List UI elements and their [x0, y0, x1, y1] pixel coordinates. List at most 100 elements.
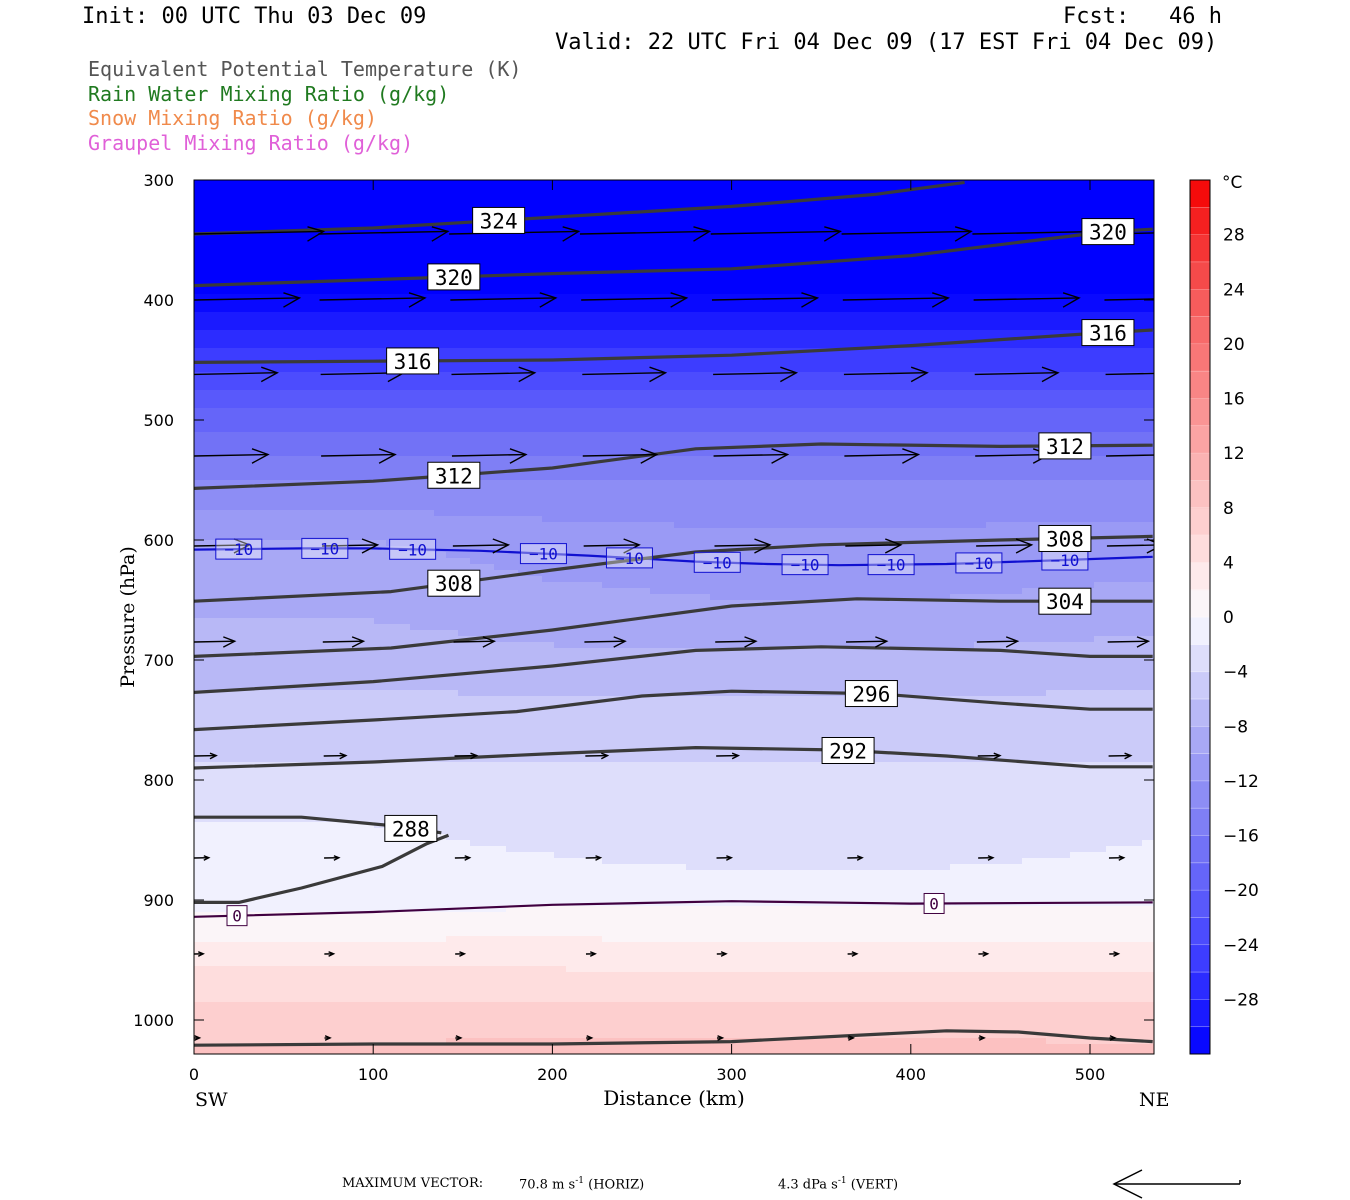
temperature-cell — [422, 780, 435, 787]
temperature-cell — [446, 846, 459, 853]
temperature-cell — [542, 330, 555, 337]
temperature-cell — [206, 246, 219, 253]
temperature-cell — [278, 474, 291, 481]
temperature-cell — [278, 588, 291, 595]
temperature-cell — [338, 972, 351, 979]
temperature-cell — [254, 756, 267, 763]
temperature-cell — [446, 342, 459, 349]
temperature-cell — [302, 744, 315, 751]
temperature-cell — [482, 396, 495, 403]
temperature-cell — [266, 624, 279, 631]
temperature-cell — [470, 252, 483, 259]
temperature-cell — [326, 768, 339, 775]
temperature-cell — [290, 732, 303, 739]
temperature-cell — [350, 726, 363, 733]
temperature-cell — [458, 390, 471, 397]
temperature-cell — [590, 888, 603, 895]
temperature-cell — [434, 198, 447, 205]
temperature-cell — [530, 246, 543, 253]
temperature-cell — [194, 1050, 207, 1054]
temperature-cell — [266, 1002, 279, 1009]
temperature-cell — [410, 576, 423, 583]
temperature-cell — [434, 918, 447, 925]
temperature-cell — [302, 426, 315, 433]
temperature-cell — [506, 1032, 519, 1039]
temperature-cell — [254, 690, 267, 697]
temperature-cell — [326, 540, 339, 547]
temperature-cell — [338, 216, 351, 223]
temperature-cell — [422, 654, 435, 661]
temperature-cell — [374, 348, 387, 355]
temperature-cell — [314, 348, 327, 355]
temperature-cell — [470, 870, 483, 877]
temperature-cell — [434, 324, 447, 331]
temperature-cell — [386, 180, 399, 187]
temperature-cell — [314, 990, 327, 997]
temperature-cell — [266, 642, 279, 649]
temperature-cell — [530, 888, 543, 895]
temperature-cell — [554, 924, 567, 931]
temperature-cell — [434, 990, 447, 997]
temperature-cell — [410, 1002, 423, 1009]
temperature-cell — [506, 462, 519, 469]
temperature-cell — [278, 984, 291, 991]
temperature-cell — [362, 1002, 375, 1009]
temperature-cell — [554, 744, 567, 751]
temperature-cell — [470, 408, 483, 415]
temperature-cell — [350, 618, 363, 625]
temperature-cell — [302, 924, 315, 931]
temperature-cell — [590, 660, 603, 667]
temperature-cell — [566, 342, 579, 349]
temperature-cell — [518, 444, 531, 451]
temperature-cell — [506, 660, 519, 667]
temperature-cell — [398, 1002, 411, 1009]
temperature-cell — [218, 300, 231, 307]
temperature-cell — [494, 810, 507, 817]
temperature-cell — [434, 654, 447, 661]
temperature-cell — [230, 642, 243, 649]
temperature-cell — [266, 756, 279, 763]
temperature-cell — [398, 1014, 411, 1021]
temperature-cell — [590, 942, 603, 949]
temperature-cell — [266, 1026, 279, 1033]
temperature-cell — [422, 306, 435, 313]
temperature-cell — [266, 660, 279, 667]
temperature-cell — [314, 318, 327, 325]
temperature-cell — [506, 642, 519, 649]
temperature-cell — [218, 966, 231, 973]
temperature-cell — [218, 450, 231, 457]
temperature-cell — [242, 306, 255, 313]
temperature-cell — [566, 780, 579, 787]
temperature-cell — [314, 552, 327, 559]
temperature-cell — [482, 180, 495, 187]
temperature-cell — [386, 624, 399, 631]
temperature-cell — [590, 414, 603, 421]
temperature-cell — [194, 684, 207, 691]
temperature-cell — [230, 576, 243, 583]
temperature-cell — [494, 498, 507, 505]
temperature-cell — [350, 258, 363, 265]
temperature-cell — [470, 786, 483, 793]
temperature-cell — [218, 606, 231, 613]
temperature-cell — [434, 390, 447, 397]
temperature-cell — [386, 618, 399, 625]
temperature-cell — [374, 948, 387, 955]
temperature-cell — [314, 768, 327, 775]
temperature-cell — [326, 750, 339, 757]
temperature-cell — [266, 948, 279, 955]
temperature-cell — [542, 468, 555, 475]
temperature-cell — [374, 828, 387, 835]
temperature-cell — [374, 360, 387, 367]
temperature-cell — [374, 774, 387, 781]
temperature-cell — [314, 204, 327, 211]
temperature-cell — [266, 336, 279, 343]
temperature-cell — [590, 570, 603, 577]
temperature-cell — [542, 588, 555, 595]
temperature-cell — [218, 1002, 231, 1009]
temperature-cell — [542, 864, 555, 871]
temperature-cell — [218, 816, 231, 823]
temperature-cell — [218, 774, 231, 781]
temperature-cell — [458, 252, 471, 259]
temperature-cell — [350, 882, 363, 889]
temperature-cell — [242, 648, 255, 655]
